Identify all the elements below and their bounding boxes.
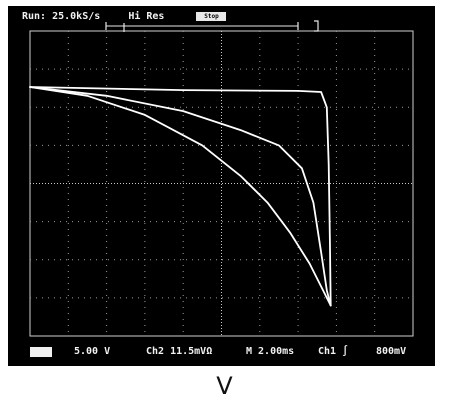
waveform-trace-1 (29, 86, 332, 307)
run-stop-indicator: Stop (196, 12, 227, 21)
graticule (29, 30, 414, 337)
waveform-plot (29, 20, 414, 337)
trigger-position-bar (105, 20, 319, 32)
timebase-readout: M 2.00ms (246, 346, 295, 357)
ch2-scale-readout: Ch2 11.5mVΩ (146, 346, 213, 357)
acquisition-mode-readout: Hi Res (128, 11, 165, 22)
waveform-traces (29, 86, 332, 307)
sample-rate-readout: Run: 25.0kS/s (22, 11, 101, 22)
channel-readout-bar: 5.00 V Ch2 11.5mVΩ M 2.00ms Ch1 ∫ 800mV (16, 344, 431, 360)
ch1-scale-readout: 5.00 V (74, 346, 111, 357)
trigger-source-readout: Ch1 ∫ (318, 346, 349, 357)
figure-caption: V (216, 372, 233, 400)
trigger-level-readout: 800mV (376, 346, 407, 357)
waveform-trace-3 (29, 86, 332, 307)
view-bracket-marker (314, 20, 319, 32)
status-bar: Run: 25.0kS/s Hi Res Stop (22, 11, 248, 25)
ch1-indicator (30, 347, 52, 357)
waveform-trace-2 (29, 86, 332, 307)
oscilloscope-screen: Run: 25.0kS/s Hi Res Stop 5.00 V Ch2 11.… (8, 6, 435, 366)
